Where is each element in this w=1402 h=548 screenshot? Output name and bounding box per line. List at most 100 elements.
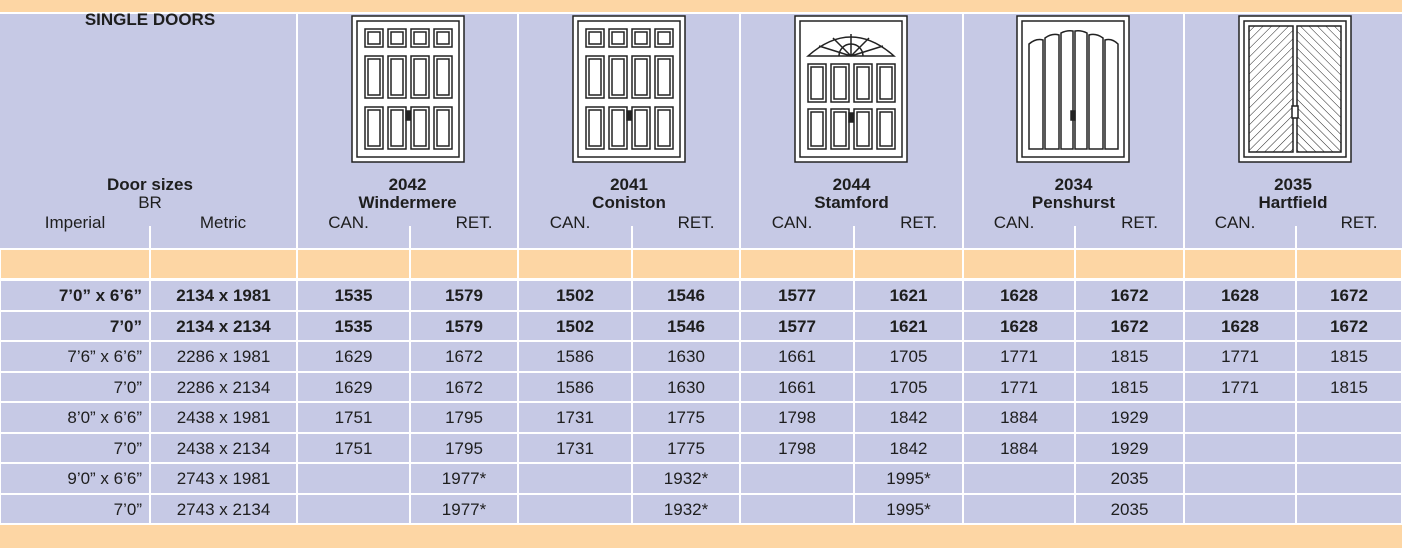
col-header: CAN. xyxy=(549,213,591,232)
cell xyxy=(1076,464,1183,493)
price: 1771 xyxy=(1000,377,1038,397)
cell xyxy=(1297,372,1401,401)
price: 1661 xyxy=(778,377,816,397)
imperial-size: 7’0” xyxy=(109,316,142,336)
cell xyxy=(1297,342,1401,371)
cell xyxy=(1076,494,1183,523)
door-code: 2041 xyxy=(610,175,648,194)
cell xyxy=(855,403,962,432)
price: 1842 xyxy=(889,408,928,427)
cell xyxy=(151,464,296,493)
cell xyxy=(855,494,962,523)
price: 2035 xyxy=(1110,469,1149,488)
price: 1535 xyxy=(334,286,373,305)
price: 1771 xyxy=(1221,377,1259,397)
door-code: 2044 xyxy=(832,175,871,194)
cell xyxy=(741,494,853,523)
cell xyxy=(633,281,739,310)
cell xyxy=(298,342,409,371)
metric-size: 2134 x 2134 xyxy=(176,316,271,336)
cell xyxy=(855,311,962,340)
price: 1579 xyxy=(445,286,483,305)
price: 1502 xyxy=(556,316,594,336)
price: 1672 xyxy=(1330,316,1368,336)
cell xyxy=(1,433,149,462)
cell xyxy=(1185,311,1295,340)
metric-size: 2438 x 1981 xyxy=(176,408,271,427)
cell xyxy=(411,494,517,523)
cell xyxy=(519,464,631,493)
header-divider xyxy=(517,14,519,248)
metric-size: 2286 x 2134 xyxy=(176,377,271,397)
price: 1629 xyxy=(334,347,373,366)
cell xyxy=(1297,464,1401,493)
col-header: RET. xyxy=(1121,213,1158,232)
price: 1842 xyxy=(889,438,928,458)
col-header: Imperial xyxy=(44,213,106,232)
price: 1815 xyxy=(1330,377,1368,397)
col-header: RET. xyxy=(900,213,937,232)
cell xyxy=(519,433,631,462)
cell xyxy=(741,433,853,462)
imperial-size: 7’6” x 6’6” xyxy=(67,347,142,366)
cell xyxy=(298,281,409,310)
cell xyxy=(741,342,853,371)
bottom-band xyxy=(0,525,1402,548)
cell xyxy=(855,342,962,371)
cell xyxy=(1185,494,1295,523)
price: 1630 xyxy=(667,347,705,366)
cell xyxy=(1076,342,1183,371)
spacer-cell xyxy=(1297,250,1401,278)
price: 1577 xyxy=(778,286,816,305)
price: 1546 xyxy=(667,316,705,336)
cell xyxy=(964,403,1074,432)
cell xyxy=(1,281,149,310)
price: 1929 xyxy=(1110,438,1149,458)
col-header: Metric xyxy=(199,213,247,232)
price: 1977* xyxy=(441,469,487,488)
price: 1884 xyxy=(1000,438,1038,458)
cell xyxy=(1,342,149,371)
spacer-cell xyxy=(1,250,149,278)
cell xyxy=(741,464,853,493)
price: 1628 xyxy=(1221,286,1259,305)
cell xyxy=(1297,433,1401,462)
cell xyxy=(1,403,149,432)
col-header: CAN. xyxy=(993,213,1035,232)
price: 1628 xyxy=(1221,316,1259,336)
cell xyxy=(1185,281,1295,310)
cell xyxy=(741,311,853,340)
sub-divider xyxy=(149,226,151,248)
imperial-size: 7’0” xyxy=(113,377,142,397)
cell xyxy=(633,372,739,401)
cell xyxy=(1297,494,1401,523)
cell xyxy=(964,372,1074,401)
spacer-cell xyxy=(411,250,517,278)
price: 1629 xyxy=(334,377,373,397)
header-divider xyxy=(739,14,741,248)
cell xyxy=(741,281,853,310)
metric-size: 2286 x 1981 xyxy=(176,347,271,366)
price: 1535 xyxy=(334,316,373,336)
price: 1672 xyxy=(1330,286,1368,305)
price: 1705 xyxy=(889,377,928,397)
spacer-cell xyxy=(519,250,631,278)
cell xyxy=(1076,403,1183,432)
cell xyxy=(741,372,853,401)
cell xyxy=(1185,372,1295,401)
price: 1929 xyxy=(1110,408,1149,427)
cell xyxy=(1297,403,1401,432)
header-divider xyxy=(962,14,964,248)
cell xyxy=(964,281,1074,310)
metric-size: 2743 x 1981 xyxy=(176,469,271,488)
cell xyxy=(151,342,296,371)
cell xyxy=(964,311,1074,340)
cell xyxy=(411,311,517,340)
spacer-cell xyxy=(855,250,962,278)
cell xyxy=(411,342,517,371)
cell xyxy=(1076,433,1183,462)
cell xyxy=(298,311,409,340)
col-header: CAN. xyxy=(328,213,369,232)
cell xyxy=(519,494,631,523)
price: 1586 xyxy=(556,347,594,366)
